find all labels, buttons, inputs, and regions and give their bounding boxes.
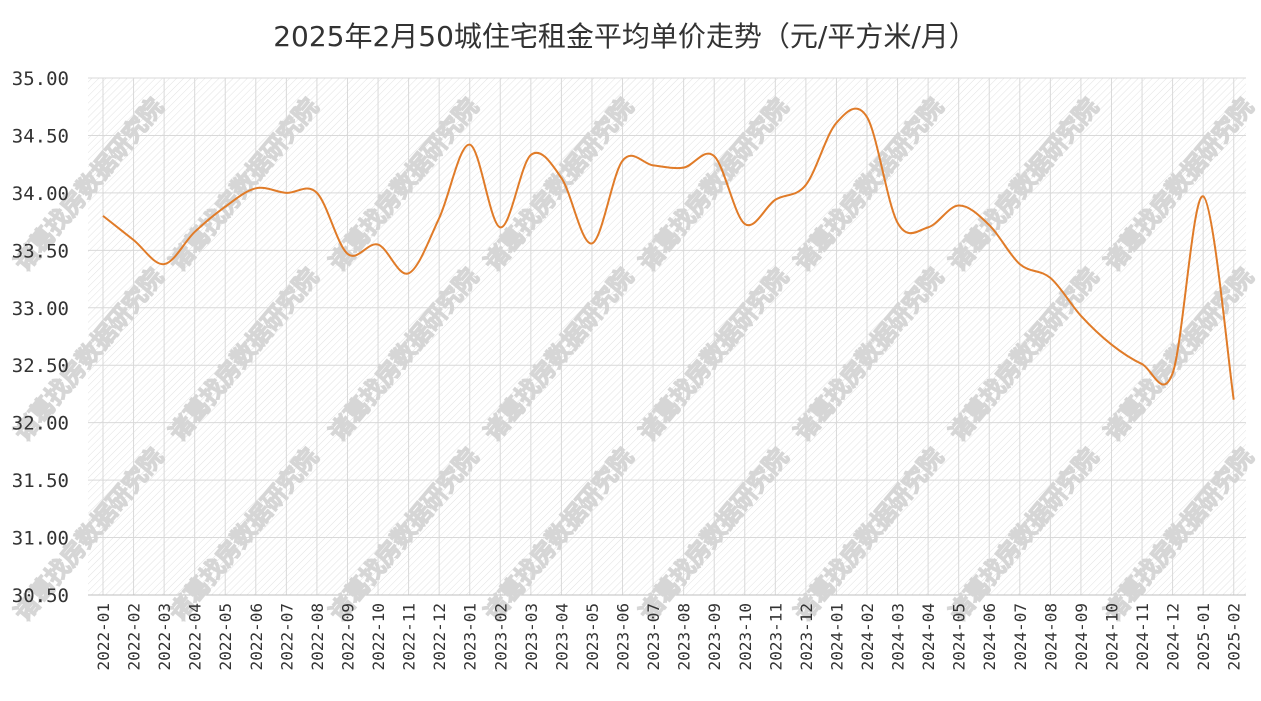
- series-line: [102, 107, 1235, 400]
- chart-title: 2025年2月50城住宅租金平均单价走势（元/平方米/月）: [273, 20, 977, 53]
- y-axis: 35.00 34.50 34.00 33.50 33.00 32.50 32.00 31.50…: [12, 68, 69, 607]
- x-tick-label: 2024-06: [980, 603, 999, 670]
- y-tick-label: 35.00: [12, 68, 69, 90]
- y-tick-label: 34.50: [12, 125, 69, 147]
- x-tick-label: 2022-05: [216, 603, 235, 670]
- x-tick-label: 2023-06: [614, 603, 633, 670]
- x-tick-label: 2022-09: [338, 603, 357, 670]
- x-tick-label: 2023-07: [644, 603, 663, 670]
- x-tick-label: 2025-02: [1225, 603, 1244, 670]
- x-tick-label: 2023-01: [461, 603, 480, 670]
- x-tick-label: 2024-12: [1164, 603, 1183, 670]
- x-tick-label: 2024-01: [827, 603, 846, 670]
- x-tick-label: 2023-08: [675, 603, 694, 670]
- x-tick-label: 2023-11: [766, 603, 785, 670]
- x-tick-label: 2023-03: [522, 603, 541, 670]
- x-tick-label: 2022-07: [277, 603, 296, 670]
- x-axis: 2022-01 2022-02 2022-03 2022-04 2022-05 2022-…: [94, 603, 1244, 670]
- x-tick-label: 2023-10: [736, 603, 755, 670]
- y-tick-label: 33.00: [12, 298, 69, 320]
- x-tick-label: 2024-04: [919, 603, 938, 670]
- y-tick-label: 31.50: [12, 470, 69, 492]
- x-tick-label: 2023-04: [552, 603, 571, 670]
- x-tick-label: 2022-12: [430, 603, 449, 670]
- x-tick-label: 2022-03: [155, 603, 174, 670]
- x-tick-label: 2022-08: [308, 603, 327, 670]
- y-tick-label: 32.50: [12, 355, 69, 377]
- y-tick-label: 33.50: [12, 240, 69, 262]
- y-tick-label: 34.00: [12, 183, 69, 205]
- x-tick-label: 2024-03: [889, 603, 908, 670]
- x-tick-label: 2022-06: [247, 603, 266, 670]
- x-tick-label: 2022-02: [125, 603, 144, 670]
- x-tick-label: 2023-12: [797, 603, 816, 670]
- y-tick-label: 30.50: [12, 585, 69, 607]
- x-tick-label: 2022-10: [369, 603, 388, 670]
- x-tick-label: 2023-02: [491, 603, 510, 670]
- x-tick-label: 2024-08: [1041, 603, 1060, 670]
- x-tick-label: 2022-01: [94, 603, 113, 670]
- x-tick-label: 2024-09: [1072, 603, 1091, 670]
- x-tick-label: 2024-10: [1102, 603, 1121, 670]
- y-tick-label: 32.00: [12, 413, 69, 435]
- x-tick-label: 2024-07: [1011, 603, 1030, 670]
- x-tick-label: 2024-02: [858, 603, 877, 670]
- y-tick-label: 31.00: [12, 528, 69, 550]
- x-tick-label: 2022-11: [400, 603, 419, 670]
- x-tick-label: 2022-04: [186, 603, 205, 670]
- x-tick-label: 2023-05: [583, 603, 602, 670]
- x-tick-label: 2024-05: [950, 603, 969, 670]
- x-tick-label: 2025-01: [1194, 603, 1213, 670]
- plot-area: [88, 78, 1246, 595]
- x-tick-label: 2024-11: [1133, 603, 1152, 670]
- x-tick-label: 2023-09: [705, 603, 724, 670]
